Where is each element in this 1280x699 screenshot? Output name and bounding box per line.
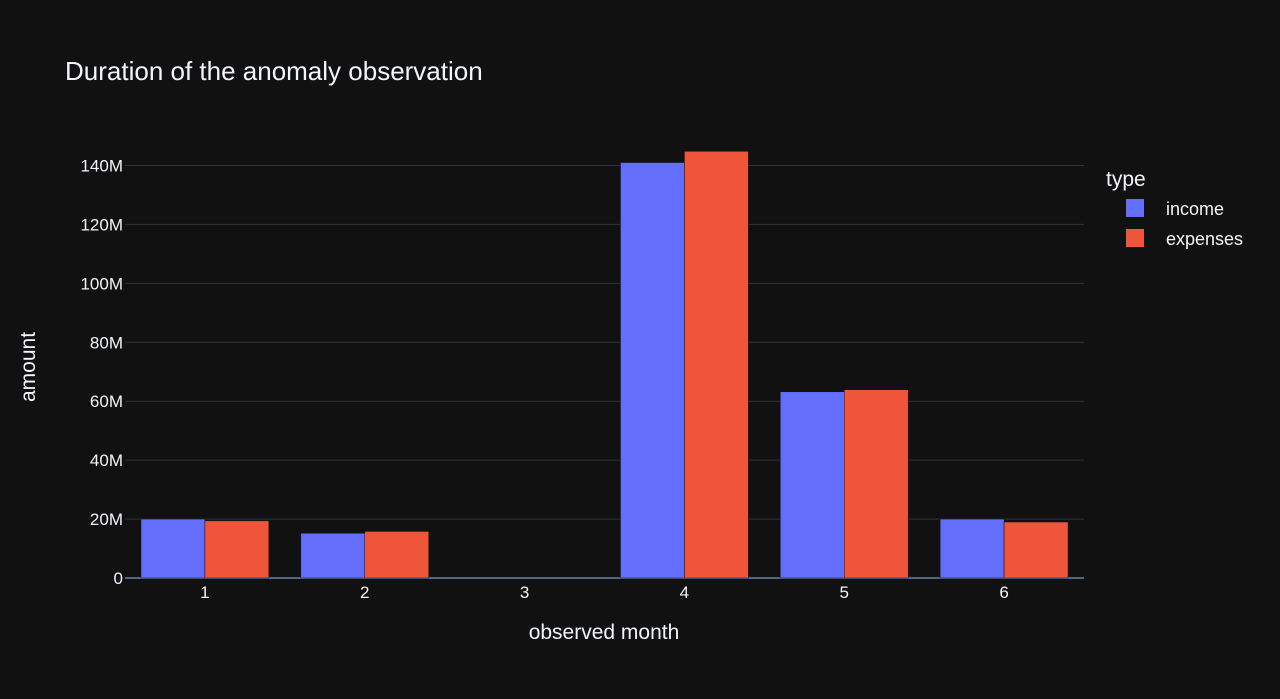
- x-tick-label: 4: [680, 583, 689, 602]
- y-axis-title: amount: [17, 332, 40, 402]
- legend-item-expenses[interactable]: expenses: [1126, 229, 1243, 249]
- bar-income-2[interactable]: [300, 532, 366, 579]
- chart-title: Duration of the anomaly observation: [65, 56, 483, 86]
- y-axis-ticks: 0 20M 40M 60M 80M 100M 120M 140M: [80, 156, 123, 588]
- bar-income-1[interactable]: [140, 518, 206, 579]
- gridlines: [125, 164, 1084, 579]
- legend-item-income[interactable]: income: [1126, 199, 1224, 219]
- bars: [140, 151, 1069, 579]
- bar-expenses-4[interactable]: [684, 151, 749, 579]
- legend-title: type: [1106, 168, 1146, 191]
- legend-label: income: [1166, 199, 1224, 219]
- legend-swatch: [1126, 199, 1144, 217]
- y-tick-label: 20M: [90, 510, 123, 529]
- x-tick-label: 1: [200, 583, 209, 602]
- bar-income-4[interactable]: [620, 162, 685, 579]
- x-axis-title: observed month: [529, 621, 680, 644]
- bar-expenses-5[interactable]: [844, 389, 909, 579]
- x-tick-label: 3: [520, 583, 529, 602]
- x-tick-label: 2: [360, 583, 369, 602]
- x-tick-label: 5: [840, 583, 849, 602]
- y-tick-label: 60M: [90, 392, 123, 411]
- y-tick-label: 0: [114, 569, 123, 588]
- bar-income-5[interactable]: [780, 391, 845, 579]
- bar-expenses-6[interactable]: [1003, 521, 1069, 579]
- y-tick-label: 120M: [80, 215, 123, 234]
- x-axis-ticks: 1 2 3 4 5 6: [200, 583, 1009, 602]
- legend[interactable]: type income expenses: [1106, 168, 1243, 249]
- x-tick-label: 6: [999, 583, 1008, 602]
- legend-label: expenses: [1166, 229, 1243, 249]
- bar-income-6[interactable]: [939, 518, 1005, 579]
- legend-swatch: [1126, 229, 1144, 247]
- legend-items: income expenses: [1126, 199, 1243, 249]
- bar-expenses-2[interactable]: [364, 531, 429, 579]
- y-tick-label: 80M: [90, 333, 123, 352]
- y-tick-label: 100M: [80, 274, 123, 293]
- bar-expenses-1[interactable]: [204, 520, 270, 579]
- y-tick-label: 40M: [90, 451, 123, 470]
- y-tick-label: 140M: [80, 156, 123, 175]
